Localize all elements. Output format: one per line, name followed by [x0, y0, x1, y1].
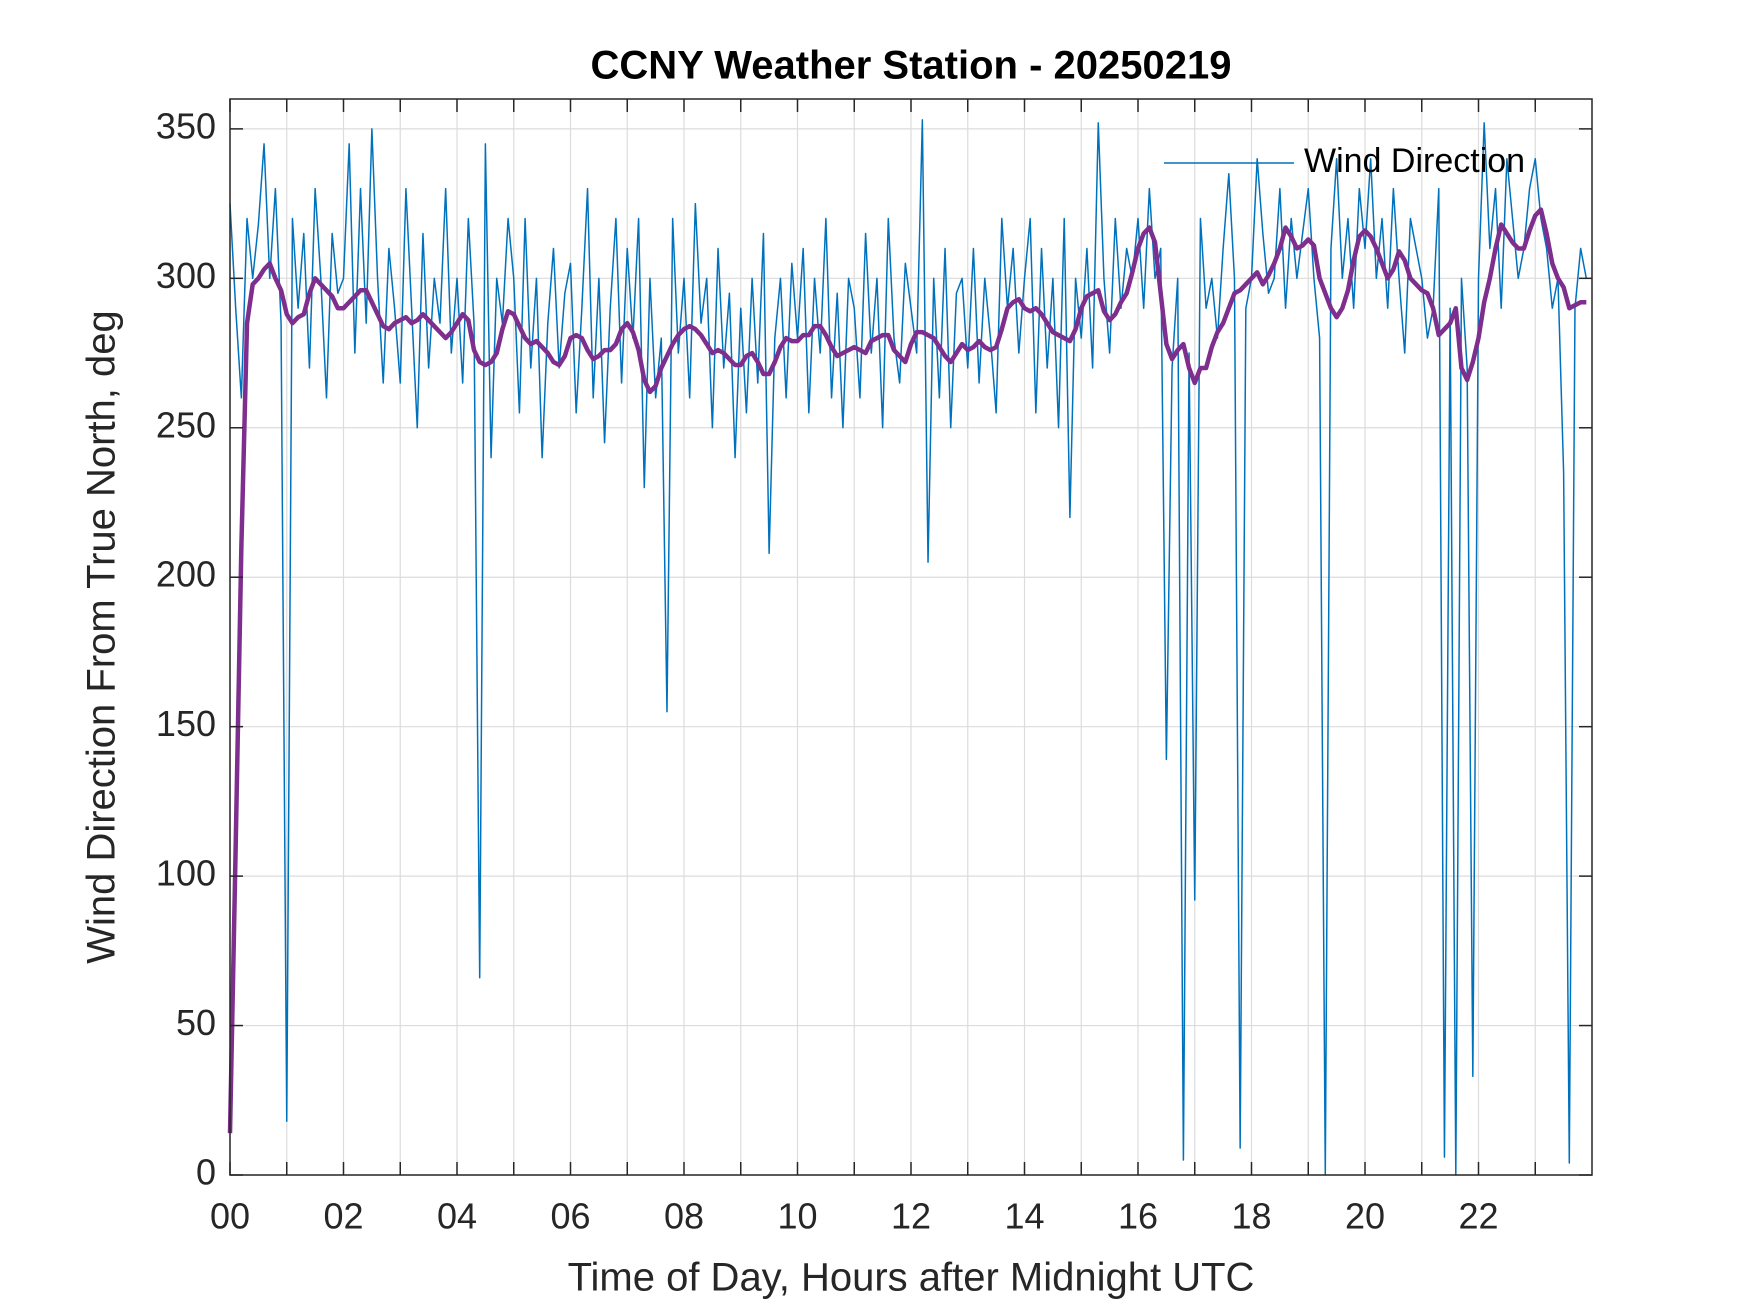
legend: Wind Direction — [1164, 142, 1525, 180]
x-tick-label: 10 — [777, 1196, 817, 1237]
series-line — [229, 119, 1588, 1176]
y-tick-label: 350 — [156, 105, 216, 146]
y-tick-label: 300 — [156, 255, 216, 296]
y-tick-label: 50 — [176, 1002, 216, 1043]
x-tick-label: 06 — [550, 1196, 590, 1237]
y-axis-label: Wind Direction From True North, deg — [80, 310, 124, 964]
x-tick-label: 04 — [437, 1196, 477, 1237]
y-tick-label: 250 — [156, 404, 216, 445]
x-tick-label: 02 — [323, 1196, 363, 1237]
x-tick-label: 16 — [1118, 1196, 1158, 1237]
x-tick-label: 18 — [1231, 1196, 1271, 1237]
series-line — [227, 207, 1587, 1134]
x-tick-label: 20 — [1345, 1196, 1385, 1237]
ticks: 00 02 04 06 08 10 12 14 16 18 20 22 0 50 100 150 200 250 3… — [156, 99, 1592, 1237]
legend-label: Wind Direction — [1304, 142, 1525, 180]
series-layer — [227, 119, 1588, 1176]
x-tick-label: 00 — [210, 1196, 250, 1237]
x-tick-label: 12 — [891, 1196, 931, 1237]
x-tick-label: 14 — [1004, 1196, 1044, 1237]
y-tick-label: 100 — [156, 853, 216, 894]
x-axis-label: Time of Day, Hours after Midnight UTC — [568, 1256, 1255, 1300]
x-tick-label: 22 — [1458, 1196, 1498, 1237]
y-tick-label: 0 — [196, 1152, 216, 1193]
y-tick-label: 200 — [156, 554, 216, 595]
y-tick-label: 150 — [156, 703, 216, 744]
x-tick-label: 08 — [664, 1196, 704, 1237]
chart-title: CCNY Weather Station - 20250219 — [591, 44, 1232, 88]
